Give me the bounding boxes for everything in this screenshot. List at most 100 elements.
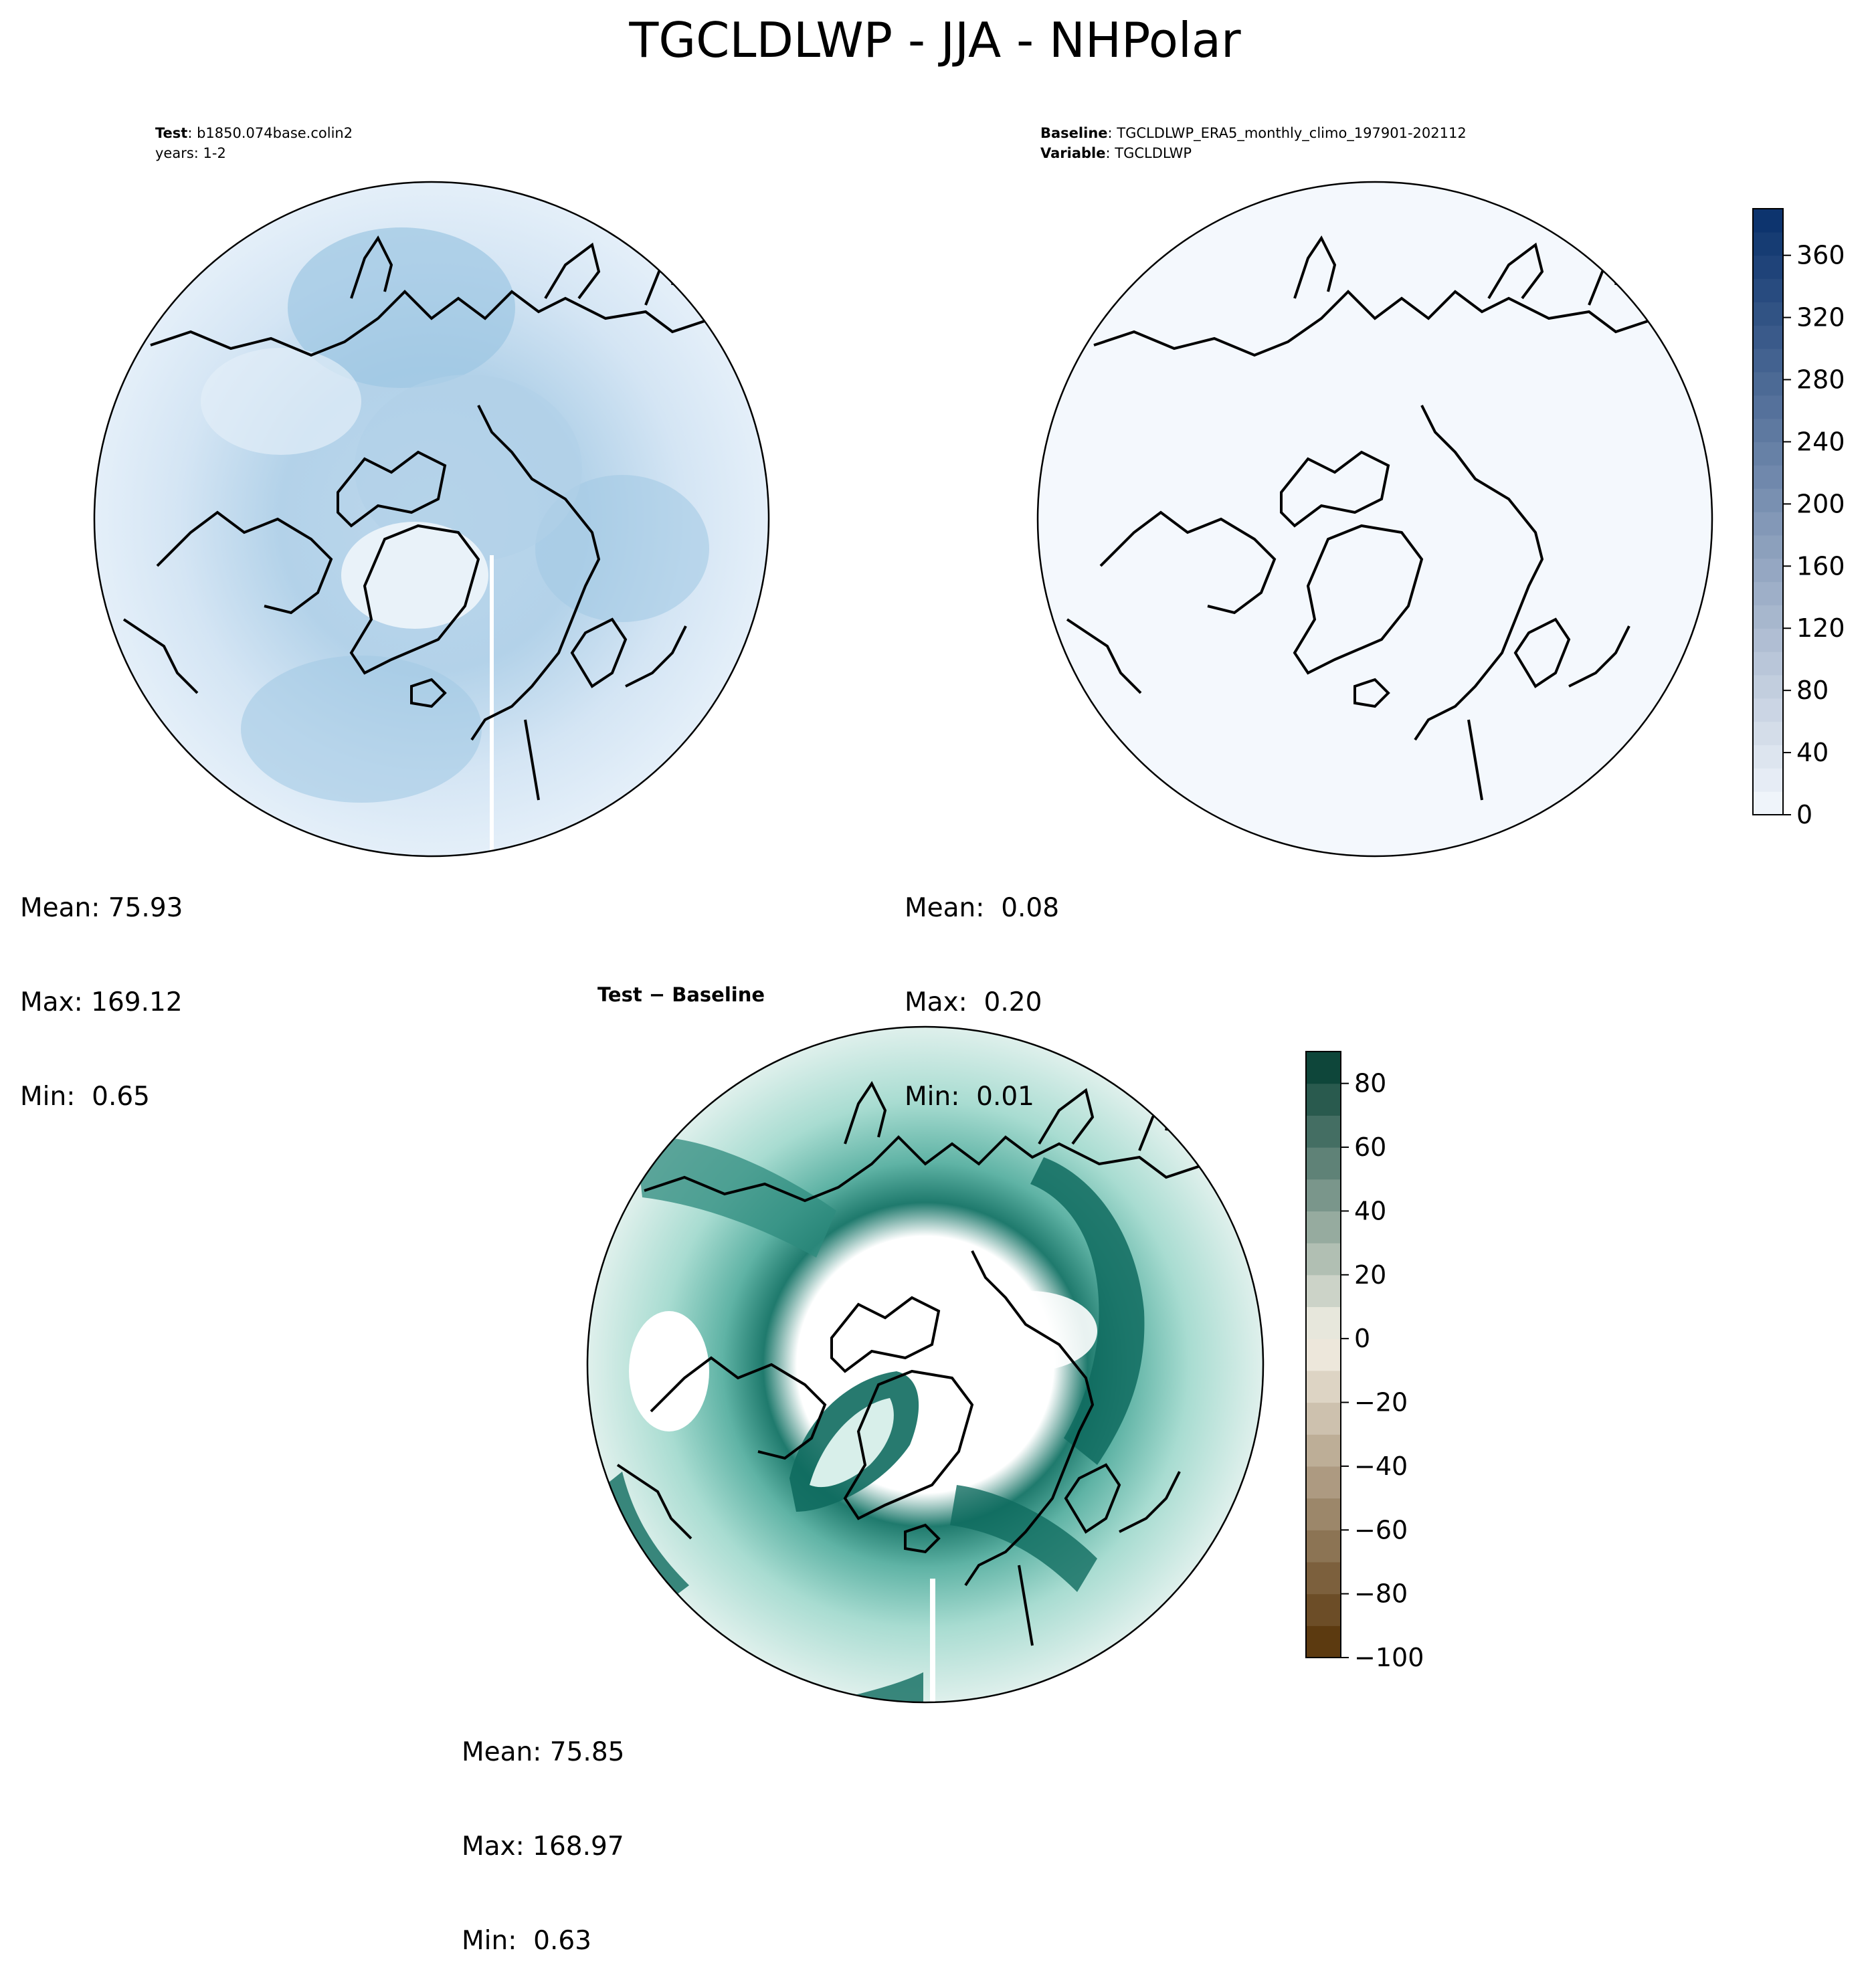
test-colorbar-step	[1753, 628, 1783, 652]
difference-colorbar-steps	[1306, 1052, 1341, 1658]
difference-colorbar-tick-label: −100	[1354, 1643, 1424, 1672]
difference-colorbar-step	[1306, 1052, 1341, 1084]
difference-colorbar-tick-label: 20	[1354, 1260, 1386, 1290]
baseline-map-boundary	[1036, 181, 1713, 858]
test-colorbar-tick-label: 120	[1796, 613, 1845, 643]
difference-map-boundary	[586, 1025, 1265, 1704]
figure-canvas: 0 40 80 120 160 200 240 280 320 360 −100 −80 −60 −40…	[93, 181, 1845, 1704]
test-colorbar-tick-label: 360	[1796, 241, 1845, 270]
test-colorbar-step	[1753, 278, 1783, 302]
difference-colorbar-step	[1306, 1434, 1341, 1467]
test-colorbar-step	[1753, 534, 1783, 559]
test-map-patches	[122, 227, 734, 856]
test-colorbar-steps	[1753, 209, 1783, 815]
test-label-key: Test	[155, 125, 188, 141]
test-colorbar-tick-label: 240	[1796, 427, 1845, 456]
difference-stat-mean: Mean: 75.85	[462, 1737, 625, 1767]
test-colorbar-step	[1753, 441, 1783, 466]
difference-colorbar: −100 −80 −60 −40 −20 0 20 40 60 80	[1305, 1051, 1424, 1672]
difference-colorbar-tick-label: 80	[1354, 1069, 1386, 1098]
test-colorbar-step	[1753, 698, 1783, 722]
test-colorbar-step	[1753, 512, 1783, 536]
test-colorbar-step	[1753, 418, 1783, 443]
baseline-panel-header: Baseline: TGCLDLWP_ERA5_monthly_climo_19…	[1040, 125, 1467, 161]
variable-label-key: Variable	[1040, 145, 1106, 161]
baseline-stats: Mean: 0.08 Max: 0.20 Min: 0.01	[905, 829, 1059, 1144]
difference-colorbar-step	[1306, 1306, 1341, 1339]
difference-colorbar-step	[1306, 1466, 1341, 1499]
baseline-label-key: Baseline	[1040, 125, 1108, 141]
difference-colorbar-frame	[1305, 1051, 1341, 1658]
baseline-map-field	[1038, 182, 1712, 856]
difference-colorbar-step	[1306, 1179, 1341, 1212]
difference-colorbar-tick-label: 40	[1354, 1196, 1386, 1225]
test-colorbar-tick-label: 40	[1796, 738, 1829, 767]
difference-colorbar-step	[1306, 1211, 1341, 1244]
difference-colorbar-step	[1306, 1530, 1341, 1563]
test-colorbar-tick-label: 0	[1796, 800, 1812, 829]
test-colorbar-step	[1753, 255, 1783, 280]
test-colorbar-step	[1753, 395, 1783, 419]
test-colorbar-tick-label: 280	[1796, 365, 1845, 395]
test-stats: Mean: 75.93 Max: 169.12 Min: 0.65	[20, 829, 183, 1144]
test-colorbar-step	[1753, 349, 1783, 373]
test-case-name: b1850.074base.colin2	[197, 125, 353, 141]
difference-colorbar-tick-label: −40	[1354, 1452, 1408, 1481]
difference-colorbar-tick-label: −60	[1354, 1515, 1408, 1545]
test-colorbar-tick-label: 80	[1796, 676, 1829, 705]
difference-colorbar-step	[1306, 1147, 1341, 1180]
test-colorbar-step	[1753, 721, 1783, 746]
test-colorbar-step	[1753, 465, 1783, 489]
test-colorbar-step	[1753, 605, 1783, 629]
figure-title: TGCLDLWP - JJA - NHPolar	[629, 12, 1241, 68]
difference-colorbar-step	[1306, 1561, 1341, 1595]
difference-colorbar-tick-label: −80	[1354, 1579, 1408, 1609]
difference-colorbar-step	[1306, 1370, 1341, 1403]
test-colorbar-tick-label: 200	[1796, 489, 1845, 518]
baseline-map-panel	[1036, 181, 1713, 858]
test-colorbar-step	[1753, 488, 1783, 512]
difference-colorbar-step	[1306, 1274, 1341, 1308]
difference-colorbar-step	[1306, 1593, 1341, 1626]
difference-map-patches	[605, 1082, 1228, 1702]
difference-panel-title: Test − Baseline	[597, 983, 765, 1006]
difference-colorbar-step	[1306, 1402, 1341, 1435]
test-stat-min: Min: 0.65	[20, 1082, 150, 1112]
difference-stat-max: Max: 168.97	[462, 1831, 624, 1862]
difference-colorbar-step	[1306, 1498, 1341, 1530]
test-colorbar-step	[1753, 791, 1783, 815]
difference-colorbar-step	[1306, 1625, 1341, 1658]
test-colorbar-step	[1753, 325, 1783, 349]
difference-stats: Mean: 75.85 Max: 168.97 Min: 0.63	[462, 1674, 624, 1988]
test-panel-header: Test: b1850.074base.colin2 years: 1-2	[155, 123, 353, 163]
difference-colorbar-step	[1306, 1243, 1341, 1276]
test-colorbar-frame	[1752, 208, 1784, 815]
difference-colorbar-step	[1306, 1115, 1341, 1148]
test-colorbar-ticks: 0 40 80 120 160 200 240 280 320 360	[1783, 241, 1845, 829]
test-colorbar-step	[1753, 302, 1783, 326]
test-stat-mean: Mean: 75.93	[20, 893, 183, 923]
test-colorbar: 0 40 80 120 160 200 240 280 320 360	[1752, 208, 1845, 829]
test-colorbar-step	[1753, 371, 1783, 396]
test-colorbar-step	[1753, 652, 1783, 676]
test-colorbar-tick-label: 320	[1796, 303, 1845, 332]
difference-map-panel	[586, 1025, 1265, 1704]
test-colorbar-step	[1753, 768, 1783, 792]
baseline-stat-mean: Mean: 0.08	[905, 893, 1060, 923]
test-colorbar-step	[1753, 581, 1783, 605]
test-stat-max: Max: 169.12	[20, 987, 183, 1017]
test-colorbar-tick-label: 160	[1796, 551, 1845, 581]
test-colorbar-step	[1753, 744, 1783, 769]
difference-colorbar-step	[1306, 1338, 1341, 1371]
baseline-stat-min: Min: 0.01	[905, 1082, 1034, 1112]
test-map-panel	[93, 181, 770, 858]
baseline-case-name: TGCLDLWP_ERA5_monthly_climo_197901-20211…	[1117, 125, 1467, 141]
difference-colorbar-step	[1306, 1083, 1341, 1116]
test-colorbar-step	[1753, 674, 1783, 699]
difference-colorbar-tick-label: −20	[1354, 1388, 1408, 1417]
variable-name: TGCLDLWP	[1115, 145, 1192, 161]
test-map-boundary	[93, 181, 770, 858]
difference-stat-min: Min: 0.63	[462, 1926, 591, 1956]
test-colorbar-step	[1753, 209, 1783, 233]
test-colorbar-step	[1753, 558, 1783, 583]
